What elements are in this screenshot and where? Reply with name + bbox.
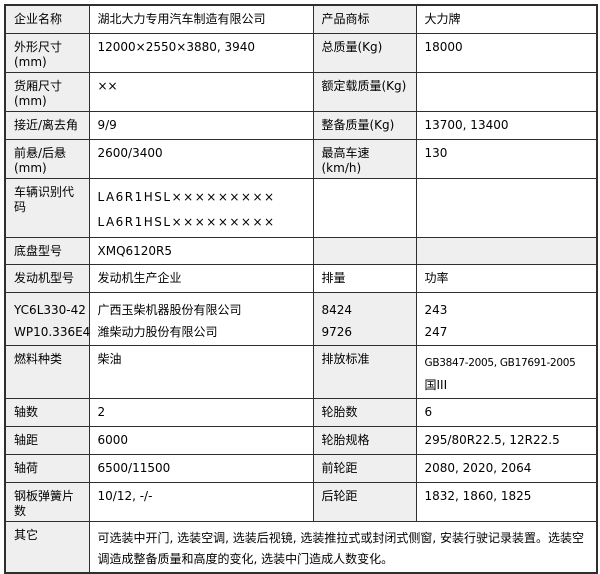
row-company: 企业名称 湖北大力专用汽车制造有限公司 产品商标 大力牌 [4, 4, 598, 34]
value-powers: 243 247 [415, 291, 598, 346]
displacement-2: 9726 [321, 324, 353, 339]
vehicle-spec-sheet: 企业名称 湖北大力专用汽车制造有限公司 产品商标 大力牌 外形尺寸(mm) 12… [4, 4, 598, 574]
label-curb-mass: 整备质量(Kg) [312, 110, 417, 140]
value-tire-spec: 295/80R22.5, 12R22.5 [415, 425, 598, 455]
value-max-speed: 130 [415, 138, 598, 179]
header-engine-manufacturer: 发动机生产企业 [88, 263, 314, 293]
value-fuel-type: 柴油 [88, 344, 314, 399]
value-other-notes: 可选装中开门, 选装空调, 选装后视镜, 选装推拉式或封闭式侧窗, 安装行驶记录… [88, 520, 598, 573]
vehicle-spec-table: 企业名称 湖北大力专用汽车制造有限公司 产品商标 大力牌 外形尺寸(mm) 12… [4, 4, 598, 574]
value-front-track: 2080, 2020, 2064 [415, 453, 598, 483]
label-overall-dimensions: 外形尺寸(mm) [4, 32, 90, 73]
label-other: 其它 [4, 520, 90, 573]
label-emission-standard: 排放标准 [312, 344, 417, 399]
label-gross-mass: 总质量(Kg) [312, 32, 417, 73]
row-other: 其它 可选装中开门, 选装空调, 选装后视镜, 选装推拉式或封闭式侧窗, 安装行… [4, 520, 598, 573]
value-vin: LA6R1HSL××××××××× LA6R1HSL××××××××× [88, 177, 314, 238]
row-engine-values: YC6L330-42 WP10.336E40 广西玉柴机器股份有限公司 潍柴动力… [4, 291, 598, 346]
label-fuel-type: 燃料种类 [4, 344, 90, 399]
empty-cell [312, 177, 417, 238]
emission-standard-line-1: GB3847-2005, GB17691-2005 [424, 356, 576, 369]
label-max-speed: 最高车速(km/h) [312, 138, 417, 179]
label-rated-load-mass: 额定载质量(Kg) [312, 71, 417, 112]
emission-standard-line-2: 国III [424, 377, 448, 392]
label-axle-load: 轴荷 [4, 453, 90, 483]
label-product-brand: 产品商标 [312, 4, 417, 34]
value-company-name: 湖北大力专用汽车制造有限公司 [88, 4, 314, 34]
value-gross-mass: 18000 [415, 32, 598, 73]
value-rear-track: 1832, 1860, 1825 [415, 481, 598, 522]
label-approach-departure-angle: 接近/离去角 [4, 110, 90, 140]
value-curb-mass: 13700, 13400 [415, 110, 598, 140]
header-engine-model: 发动机型号 [4, 263, 90, 293]
label-leaf-spring-count: 钢板弹簧片数 [4, 481, 90, 522]
empty-cell [415, 177, 598, 238]
label-tire-count: 轮胎数 [312, 397, 417, 427]
value-displacements: 8424 9726 [312, 291, 417, 346]
vin-line-1: LA6R1HSL××××××××× [97, 189, 276, 204]
row-overhang: 前悬/后悬(mm) 2600/3400 最高车速(km/h) 130 [4, 138, 598, 179]
value-overall-dimensions: 12000×2550×3880, 3940 [88, 32, 314, 73]
row-angles: 接近/离去角 9/9 整备质量(Kg) 13700, 13400 [4, 110, 598, 140]
label-front-track: 前轮距 [312, 453, 417, 483]
row-cargo: 货厢尺寸(mm) ×× 额定载质量(Kg) [4, 71, 598, 112]
value-axle-count: 2 [88, 397, 314, 427]
label-chassis-model: 底盘型号 [4, 236, 90, 265]
row-vin: 车辆识别代码 LA6R1HSL××××××××× LA6R1HSL×××××××… [4, 177, 598, 238]
value-chassis-model: XMQ6120R5 [88, 236, 314, 265]
label-axle-count: 轴数 [4, 397, 90, 427]
label-cargo-dimensions: 货厢尺寸(mm) [4, 71, 90, 112]
value-leaf-spring-count: 10/12, -/- [88, 481, 314, 522]
engine-manufacturer-2: 潍柴动力股份有限公司 [97, 324, 218, 339]
empty-cell [415, 236, 598, 265]
value-emission-standard: GB3847-2005, GB17691-2005 国III [415, 344, 598, 399]
value-cargo-dimensions: ×× [88, 71, 314, 112]
header-power: 功率 [415, 263, 598, 293]
label-vin: 车辆识别代码 [4, 177, 90, 238]
row-fuel: 燃料种类 柴油 排放标准 GB3847-2005, GB17691-2005 国… [4, 344, 598, 399]
row-leaf-spring: 钢板弹簧片数 10/12, -/- 后轮距 1832, 1860, 1825 [4, 481, 598, 522]
empty-cell [312, 236, 417, 265]
label-front-rear-overhang: 前悬/后悬(mm) [4, 138, 90, 179]
row-engine-header: 发动机型号 发动机生产企业 排量 功率 [4, 263, 598, 293]
header-displacement: 排量 [312, 263, 417, 293]
value-front-rear-overhang: 2600/3400 [88, 138, 314, 179]
value-tire-count: 6 [415, 397, 598, 427]
row-axles: 轴数 2 轮胎数 6 [4, 397, 598, 427]
power-1: 243 [424, 302, 448, 317]
vin-line-2: LA6R1HSL××××××××× [97, 214, 276, 229]
value-approach-departure-angle: 9/9 [88, 110, 314, 140]
label-company-name: 企业名称 [4, 4, 90, 34]
value-axle-load: 6500/11500 [88, 453, 314, 483]
value-wheelbase: 6000 [88, 425, 314, 455]
value-rated-load-mass [415, 71, 598, 112]
row-chassis: 底盘型号 XMQ6120R5 [4, 236, 598, 265]
row-wheelbase: 轴距 6000 轮胎规格 295/80R22.5, 12R22.5 [4, 425, 598, 455]
row-axle-load: 轴荷 6500/11500 前轮距 2080, 2020, 2064 [4, 453, 598, 483]
label-wheelbase: 轴距 [4, 425, 90, 455]
label-tire-spec: 轮胎规格 [312, 425, 417, 455]
label-rear-track: 后轮距 [312, 481, 417, 522]
power-2: 247 [424, 324, 448, 339]
value-product-brand: 大力牌 [415, 4, 598, 34]
engine-model-1: YC6L330-42 [14, 302, 86, 317]
engine-model-2: WP10.336E40 [14, 324, 88, 339]
value-engine-manufacturers: 广西玉柴机器股份有限公司 潍柴动力股份有限公司 [88, 291, 314, 346]
value-engine-models: YC6L330-42 WP10.336E40 [4, 291, 90, 346]
row-dimensions: 外形尺寸(mm) 12000×2550×3880, 3940 总质量(Kg) 1… [4, 32, 598, 73]
engine-manufacturer-1: 广西玉柴机器股份有限公司 [97, 302, 242, 317]
displacement-1: 8424 [321, 302, 353, 317]
